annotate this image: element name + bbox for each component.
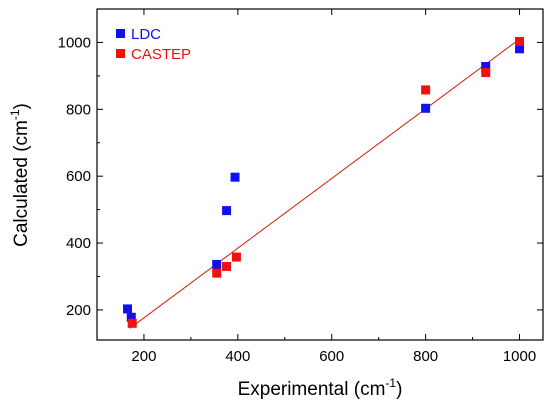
x-tick-label: 800 — [413, 348, 438, 365]
legend: LDC CASTEP — [116, 26, 191, 63]
legend-label-castep: CASTEP — [131, 46, 191, 63]
fit-line — [129, 38, 520, 329]
y-tick-label: 800 — [66, 101, 91, 118]
y-tick-label: 600 — [66, 168, 91, 185]
ldc-point — [481, 62, 491, 72]
castep-point — [515, 36, 525, 46]
x-axis-label-superscript: -1 — [385, 376, 396, 390]
x-tick-label: 400 — [225, 348, 250, 365]
castep-point — [421, 85, 431, 95]
legend-label-ldc: LDC — [131, 26, 161, 43]
castep-point — [481, 68, 491, 78]
x-tick-label: 200 — [131, 348, 156, 365]
ldc-point — [222, 206, 232, 216]
y-axis-label-end: ) — [11, 103, 32, 109]
castep-point — [222, 261, 232, 271]
x-tick-label: 600 — [319, 348, 344, 365]
plot-frame — [96, 8, 544, 341]
y-tick-label: 200 — [66, 302, 91, 319]
ldc-point — [123, 304, 133, 314]
castep-point — [231, 252, 241, 262]
ldc-point — [212, 259, 222, 269]
castep-point — [212, 268, 222, 278]
fit-line-group — [129, 38, 520, 329]
ldc-point — [126, 312, 136, 322]
axis-ticks: 200 400 600 800 1000 200 400 600 800 1000 — [58, 9, 543, 365]
ldc-point — [421, 103, 431, 113]
ldc-point — [230, 172, 240, 182]
castep-point — [127, 318, 137, 328]
legend-marker-castep — [116, 49, 125, 58]
legend-marker-ldc — [116, 29, 125, 38]
y-axis-label: Calculated (cm-1) — [8, 103, 32, 247]
y-tick-label: 400 — [66, 235, 91, 252]
y-axis-label-superscript: -1 — [8, 109, 22, 120]
data-points — [123, 36, 525, 328]
x-axis-label: Experimental (cm-1) — [238, 376, 403, 400]
x-axis-label-end: ) — [396, 379, 402, 400]
y-tick-label: 1000 — [58, 34, 91, 51]
x-tick-label: 1000 — [503, 348, 536, 365]
ldc-point — [515, 44, 525, 54]
